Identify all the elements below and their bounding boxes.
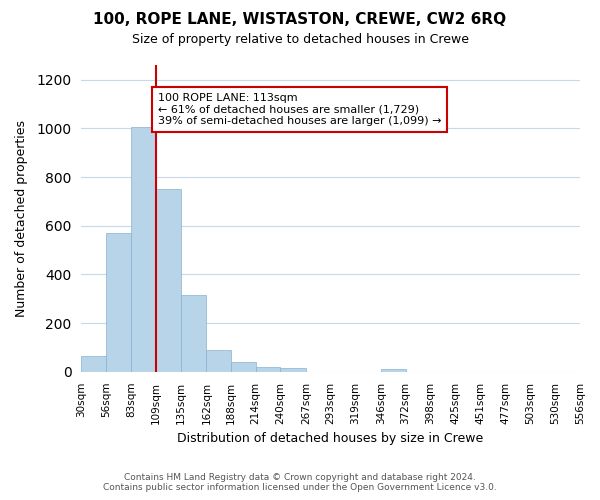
Bar: [381, 370, 406, 372]
Text: 100 ROPE LANE: 113sqm
← 61% of detached houses are smaller (1,729)
39% of semi-d: 100 ROPE LANE: 113sqm ← 61% of detached …: [158, 93, 442, 126]
Bar: [206, 350, 231, 372]
Bar: [231, 362, 256, 372]
X-axis label: Distribution of detached houses by size in Crewe: Distribution of detached houses by size …: [178, 432, 484, 445]
Y-axis label: Number of detached properties: Number of detached properties: [15, 120, 28, 317]
Bar: [81, 356, 106, 372]
Text: Contains HM Land Registry data © Crown copyright and database right 2024.
Contai: Contains HM Land Registry data © Crown c…: [103, 473, 497, 492]
Bar: [131, 127, 156, 372]
Bar: [156, 189, 181, 372]
Text: 100, ROPE LANE, WISTASTON, CREWE, CW2 6RQ: 100, ROPE LANE, WISTASTON, CREWE, CW2 6R…: [94, 12, 506, 28]
Text: Size of property relative to detached houses in Crewe: Size of property relative to detached ho…: [131, 32, 469, 46]
Bar: [181, 295, 206, 372]
Bar: [256, 367, 280, 372]
Bar: [106, 233, 131, 372]
Bar: [280, 368, 306, 372]
